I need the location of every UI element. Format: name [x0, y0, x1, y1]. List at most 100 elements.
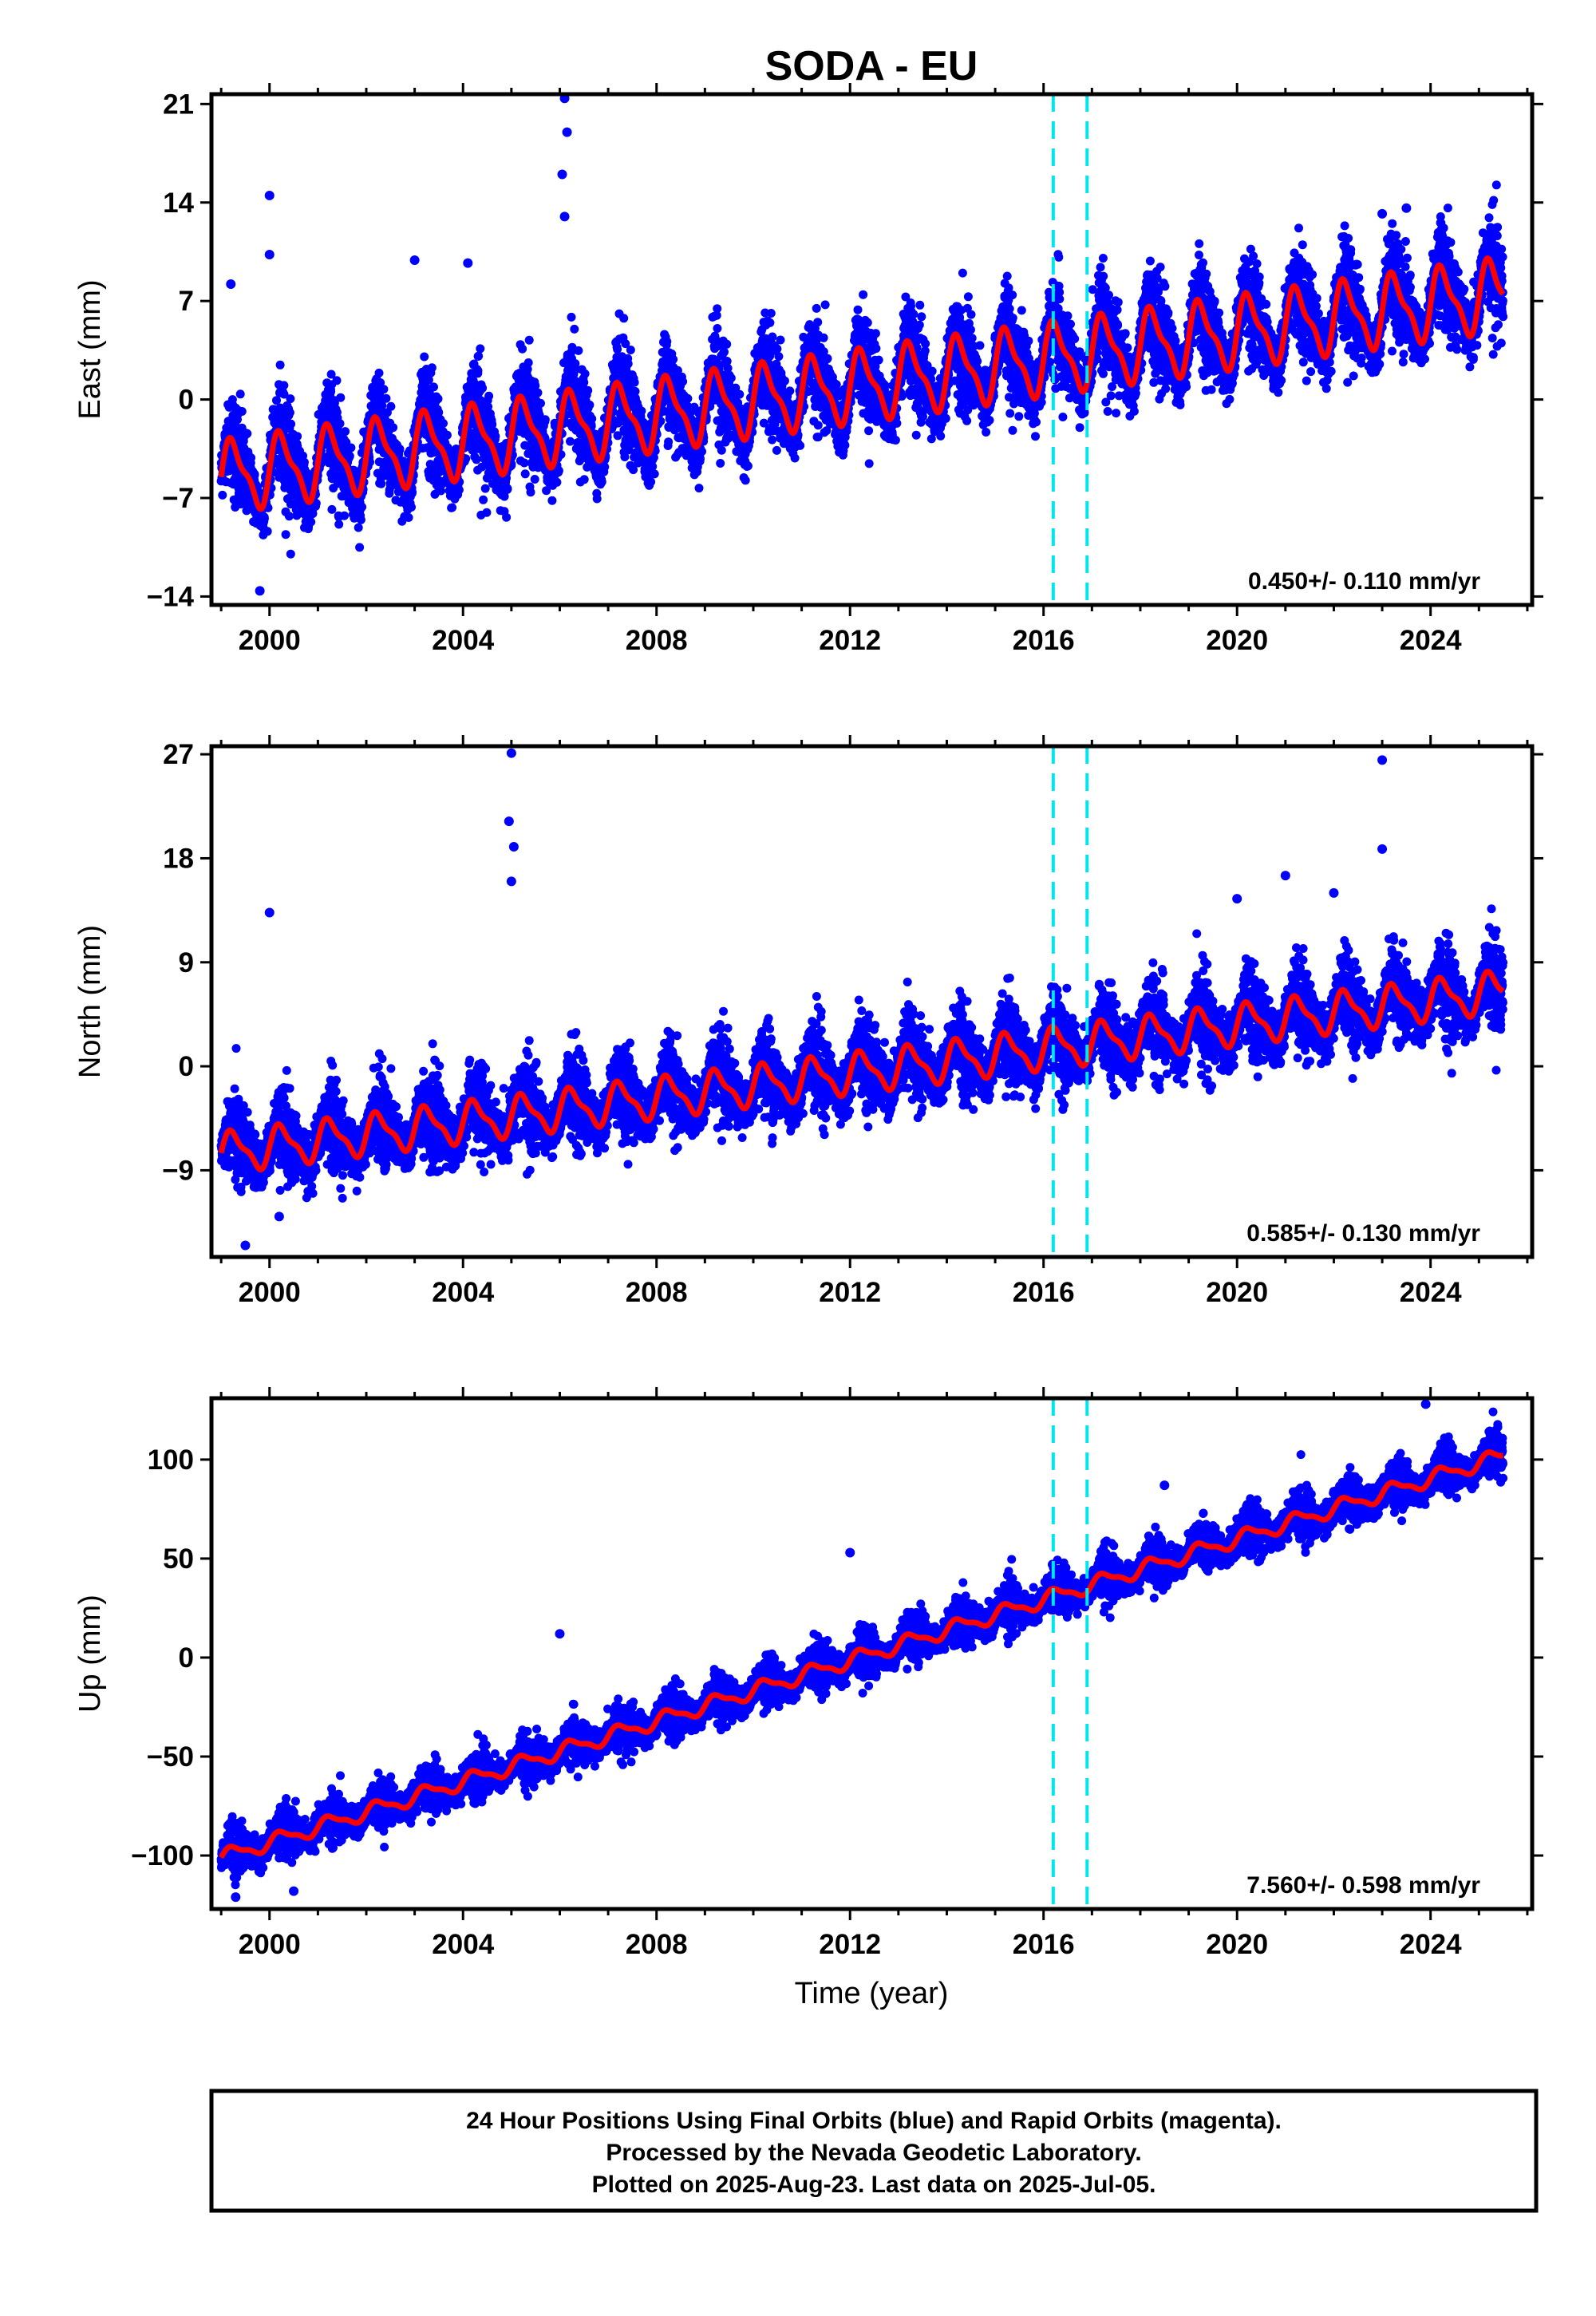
data-point — [439, 419, 448, 428]
data-point — [341, 427, 350, 437]
data-point — [299, 457, 309, 467]
data-point — [774, 352, 784, 362]
data-point — [326, 386, 336, 396]
data-point — [626, 346, 635, 354]
data-point — [377, 401, 387, 410]
data-point — [448, 503, 457, 512]
data-point — [623, 359, 633, 369]
data-point — [420, 352, 429, 362]
data-point — [864, 426, 874, 436]
data-point — [332, 376, 342, 385]
data-point — [743, 461, 753, 471]
data-point — [526, 488, 535, 497]
data-point — [427, 363, 437, 373]
data-point — [250, 470, 259, 480]
data-point — [597, 477, 606, 487]
data-point — [716, 459, 725, 468]
data-point — [482, 508, 492, 517]
data-point — [286, 549, 295, 559]
data-point — [286, 419, 296, 429]
data-point — [864, 459, 874, 468]
data-point — [434, 408, 444, 417]
data-point — [279, 389, 289, 399]
data-point — [871, 344, 881, 354]
data-point — [574, 346, 583, 355]
data-point — [237, 407, 247, 416]
data-point — [530, 475, 539, 484]
data-point — [433, 394, 443, 404]
data-point — [678, 377, 688, 386]
data-point — [523, 358, 533, 367]
data-point — [293, 432, 302, 441]
data-point — [306, 517, 316, 527]
data-point — [554, 466, 563, 476]
data-point — [473, 366, 483, 375]
data-point — [358, 502, 367, 512]
data-point — [587, 414, 597, 424]
data-point — [713, 304, 722, 314]
data-point — [326, 370, 336, 379]
data-point — [281, 530, 290, 539]
data-point — [536, 398, 545, 408]
data-point — [340, 511, 349, 520]
data-point — [722, 339, 732, 349]
data-point — [502, 512, 512, 522]
data-point — [772, 445, 781, 455]
data-point — [592, 494, 602, 504]
data-point — [437, 486, 445, 496]
data-point — [376, 378, 385, 387]
data-point — [683, 393, 693, 403]
data-point — [484, 402, 493, 411]
data-point — [488, 420, 497, 429]
data-point — [696, 454, 705, 464]
data-point — [334, 520, 344, 529]
data-point — [285, 408, 294, 417]
data-point — [286, 394, 295, 404]
data-point — [662, 337, 672, 346]
data-point — [819, 333, 828, 342]
data-point — [871, 329, 880, 338]
data-point — [812, 303, 821, 313]
data-point — [218, 490, 227, 500]
data-point — [408, 488, 417, 497]
data-point — [407, 503, 416, 512]
data-point — [813, 421, 823, 430]
data-point — [776, 335, 785, 345]
data-point — [272, 396, 281, 405]
data-point — [335, 419, 345, 429]
data-point — [820, 300, 830, 310]
data-point — [790, 453, 800, 463]
data-point — [726, 373, 736, 383]
data-point — [275, 360, 285, 370]
data-point — [235, 389, 245, 399]
data-point — [356, 515, 365, 524]
data-point — [474, 351, 484, 361]
data-point — [404, 513, 413, 522]
data-point — [874, 355, 883, 365]
data-point — [717, 445, 726, 455]
data-point — [479, 495, 488, 504]
data-point — [336, 393, 346, 402]
data-point — [395, 445, 405, 454]
data-point — [302, 468, 311, 477]
data-point — [374, 368, 384, 377]
data-point — [570, 324, 579, 334]
data-point — [768, 435, 777, 445]
data-point — [765, 318, 775, 327]
data-point — [259, 514, 269, 524]
data-point — [476, 344, 485, 354]
data-point — [518, 344, 527, 354]
data-point — [579, 475, 589, 484]
data-point — [381, 393, 391, 403]
data-point — [308, 509, 318, 519]
data-point — [669, 354, 678, 364]
points-east — [216, 94, 1508, 596]
data-point — [424, 375, 433, 385]
data-point — [243, 429, 252, 438]
data-point — [585, 400, 595, 409]
data-point — [327, 504, 337, 514]
data-point — [579, 377, 589, 387]
data-point — [484, 391, 494, 401]
data-point — [389, 423, 398, 433]
data-point — [796, 441, 805, 450]
